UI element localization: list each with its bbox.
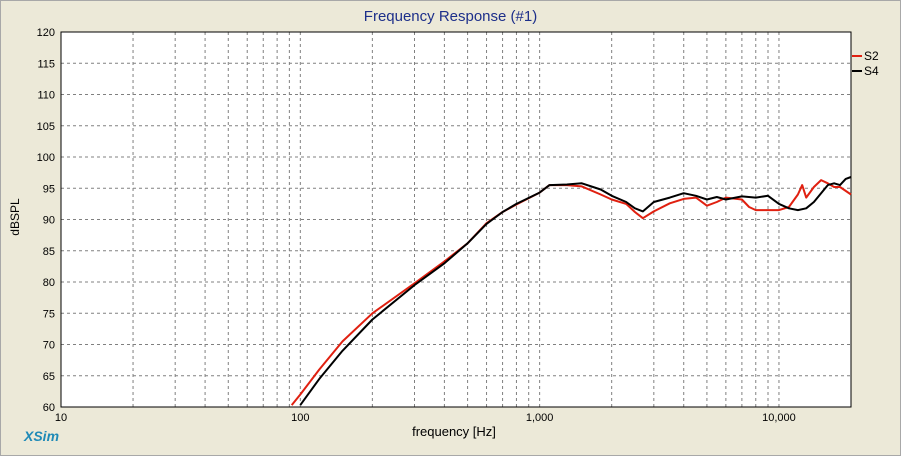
chart-title: Frequency Response (#1) — [363, 8, 538, 25]
y-tick-label: 115 — [37, 58, 55, 70]
x-axis-label: frequency [Hz] — [412, 424, 496, 439]
plot-area — [61, 32, 851, 407]
plot-border — [60, 31, 852, 408]
legend-label-S2: S2 — [864, 49, 879, 63]
xsim-logo: XSim — [24, 428, 60, 444]
y-tick-label: 90 — [43, 215, 55, 227]
y-tick-label: 100 — [37, 152, 55, 164]
x-tick-label: 10,000 — [762, 412, 796, 424]
legend-label-S4: S4 — [864, 64, 879, 78]
x-tick-label: 100 — [291, 412, 309, 424]
y-tick-label: 110 — [37, 90, 55, 102]
y-tick-label: 75 — [43, 308, 55, 320]
y-tick-label: 80 — [43, 277, 55, 289]
y-axis-label: dBSPL — [8, 198, 22, 236]
y-tick-label: 85 — [43, 246, 55, 258]
y-tick-label: 120 — [37, 27, 55, 39]
series-line-S4 — [299, 176, 852, 406]
y-tick-label: 60 — [43, 402, 55, 414]
y-tick-label: 65 — [43, 371, 55, 383]
x-tick-label: 1,000 — [526, 412, 554, 424]
y-tick-label: 105 — [37, 121, 55, 133]
y-tick-label: 70 — [43, 340, 55, 352]
x-tick-label: 10 — [55, 412, 67, 424]
y-tick-label: 95 — [43, 183, 55, 195]
